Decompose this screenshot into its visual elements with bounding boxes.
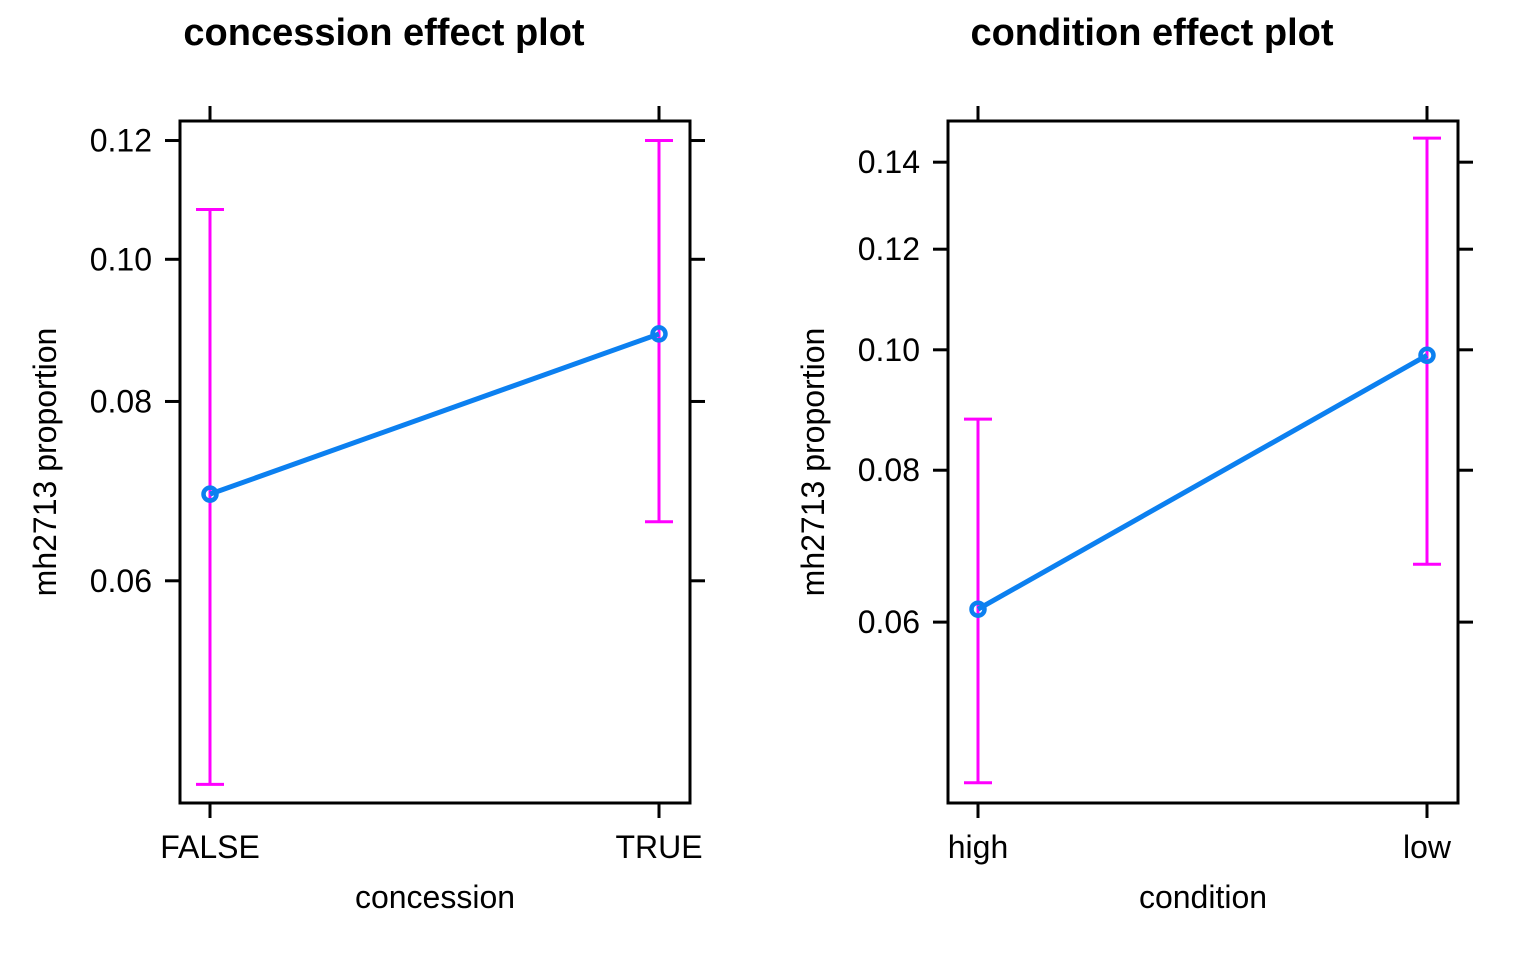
- x-tick-label: TRUE: [615, 829, 702, 865]
- data-point-marker: [201, 485, 219, 503]
- y-tick-label: 0.12: [858, 231, 920, 267]
- x-tick-label: high: [948, 829, 1009, 865]
- panel-concession: 0.06 0.08 0.10 0.12 FALSE TRUE concession mh271…: [27, 12, 705, 915]
- y-axis-title: mh2713 proportion: [795, 328, 831, 597]
- plot-frame: [946, 119, 1460, 805]
- panel-condition: 0.06 0.08 0.10 0.12 0.14 high low condition mh27…: [795, 12, 1473, 915]
- y-tick-label: 0.06: [90, 563, 152, 599]
- x-tick-label: low: [1403, 829, 1452, 865]
- y-tick-label: 0.08: [858, 452, 920, 488]
- y-tick-label: 0.14: [858, 144, 920, 180]
- y-tick-label: 0.06: [858, 604, 920, 640]
- y-tick-label: 0.10: [858, 332, 920, 368]
- y-tick-label: 0.10: [90, 241, 152, 277]
- plot-title: condition effect plot: [970, 12, 1333, 54]
- y-tick-label: 0.08: [90, 383, 152, 419]
- y-tick-label: 0.12: [90, 123, 152, 159]
- x-axis-title: concession: [355, 879, 515, 915]
- fit-line: [209, 331, 660, 497]
- data-point-marker: [969, 600, 987, 618]
- data-point-marker: [1418, 346, 1436, 365]
- y-axis-title: mh2713 proportion: [27, 328, 63, 597]
- plot-title: concession effect plot: [183, 12, 585, 54]
- plot-frame: [178, 119, 692, 805]
- data-point-marker: [650, 325, 668, 343]
- x-tick-label: FALSE: [160, 829, 260, 865]
- x-axis-title: condition: [1139, 879, 1267, 915]
- fit-line: [976, 353, 1429, 612]
